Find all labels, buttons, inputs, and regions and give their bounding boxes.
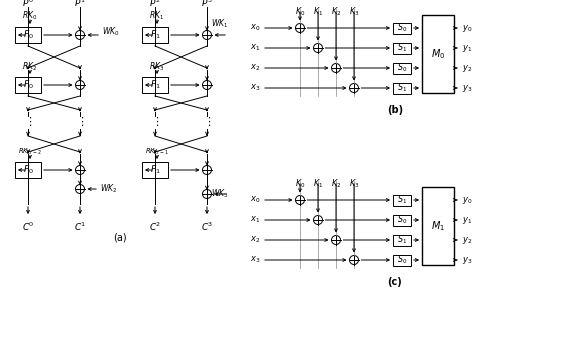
Bar — [15, 77, 41, 93]
Text: $K_3$: $K_3$ — [349, 177, 359, 189]
Text: $P^1$: $P^1$ — [74, 0, 86, 9]
Text: $y_1$: $y_1$ — [462, 43, 473, 54]
Text: $S_1$: $S_1$ — [397, 42, 407, 54]
Text: $K_2$: $K_2$ — [331, 5, 341, 18]
Bar — [393, 43, 411, 54]
Bar — [15, 27, 41, 43]
Bar — [15, 162, 41, 178]
Text: (a): (a) — [113, 233, 127, 243]
Text: $RK_2$: $RK_2$ — [22, 61, 38, 73]
Text: $S_0$: $S_0$ — [397, 254, 407, 266]
Text: $x_1$: $x_1$ — [250, 215, 260, 225]
Text: $K_2$: $K_2$ — [331, 177, 341, 189]
Text: (c): (c) — [388, 277, 402, 287]
Text: $\vdots$: $\vdots$ — [203, 115, 211, 128]
Text: $S_0$: $S_0$ — [397, 214, 407, 226]
Bar — [393, 82, 411, 94]
Bar — [142, 162, 168, 178]
Text: $y_0$: $y_0$ — [462, 195, 473, 206]
Text: $K_0$: $K_0$ — [295, 177, 305, 189]
Text: $P^3$: $P^3$ — [201, 0, 213, 9]
Bar — [393, 254, 411, 265]
Text: $C^1$: $C^1$ — [74, 221, 86, 233]
Text: $RK_3$: $RK_3$ — [149, 61, 165, 73]
Text: $C^3$: $C^3$ — [201, 221, 213, 233]
Text: $P^2$: $P^2$ — [149, 0, 161, 9]
Text: $C^2$: $C^2$ — [149, 221, 161, 233]
Text: $x_2$: $x_2$ — [250, 63, 260, 73]
Text: (b): (b) — [387, 105, 403, 115]
Text: $RK_0$: $RK_0$ — [22, 10, 38, 22]
Text: $WK_1$: $WK_1$ — [211, 18, 229, 30]
Text: $x_0$: $x_0$ — [250, 195, 260, 205]
Text: $y_1$: $y_1$ — [462, 214, 473, 226]
Text: $RK_1$: $RK_1$ — [149, 10, 165, 22]
Text: $S_0$: $S_0$ — [397, 22, 407, 34]
Text: $y_2$: $y_2$ — [462, 234, 473, 245]
Text: $F_1$: $F_1$ — [150, 79, 160, 91]
Text: $y_3$: $y_3$ — [462, 82, 473, 94]
Text: $C^0$: $C^0$ — [22, 221, 34, 233]
Bar — [142, 77, 168, 93]
Text: $x_3$: $x_3$ — [250, 83, 260, 93]
Bar — [422, 187, 454, 265]
Text: $K_0$: $K_0$ — [295, 5, 305, 18]
Bar — [422, 15, 454, 93]
Text: $K_1$: $K_1$ — [313, 5, 323, 18]
Text: $y_0$: $y_0$ — [462, 23, 473, 33]
Text: $\vdots$: $\vdots$ — [76, 115, 84, 128]
Bar — [393, 214, 411, 226]
Text: $M_1$: $M_1$ — [431, 219, 445, 233]
Bar — [142, 27, 168, 43]
Text: $F_0$: $F_0$ — [23, 164, 34, 176]
Text: $F_0$: $F_0$ — [23, 29, 34, 41]
Bar — [393, 234, 411, 245]
Bar — [393, 63, 411, 74]
Text: $S_1$: $S_1$ — [397, 82, 407, 94]
Text: $K_3$: $K_3$ — [349, 5, 359, 18]
Text: $F_1$: $F_1$ — [150, 164, 160, 176]
Text: $x_1$: $x_1$ — [250, 43, 260, 53]
Text: $\vdots$: $\vdots$ — [151, 115, 159, 128]
Text: $RK_{2r-1}$: $RK_{2r-1}$ — [145, 147, 169, 157]
Text: $RK_{2r-2}$: $RK_{2r-2}$ — [18, 147, 42, 157]
Text: $WK_3$: $WK_3$ — [211, 188, 229, 200]
Text: $S_1$: $S_1$ — [397, 234, 407, 246]
Text: $K_1$: $K_1$ — [313, 177, 323, 189]
Text: $S_0$: $S_0$ — [397, 62, 407, 74]
Text: $WK_2$: $WK_2$ — [100, 183, 117, 195]
Text: $y_3$: $y_3$ — [462, 254, 473, 265]
Text: $x_2$: $x_2$ — [250, 235, 260, 245]
Text: $S_1$: $S_1$ — [397, 194, 407, 206]
Text: $F_0$: $F_0$ — [23, 79, 34, 91]
Text: $y_2$: $y_2$ — [462, 63, 473, 74]
Bar — [393, 23, 411, 33]
Text: $F_1$: $F_1$ — [150, 29, 160, 41]
Text: $WK_0$: $WK_0$ — [102, 26, 120, 38]
Text: $x_0$: $x_0$ — [250, 23, 260, 33]
Text: $\vdots$: $\vdots$ — [24, 115, 32, 128]
Bar — [393, 195, 411, 206]
Text: $M_0$: $M_0$ — [431, 47, 445, 61]
Text: $P^0$: $P^0$ — [22, 0, 34, 9]
Text: $x_3$: $x_3$ — [250, 255, 260, 265]
